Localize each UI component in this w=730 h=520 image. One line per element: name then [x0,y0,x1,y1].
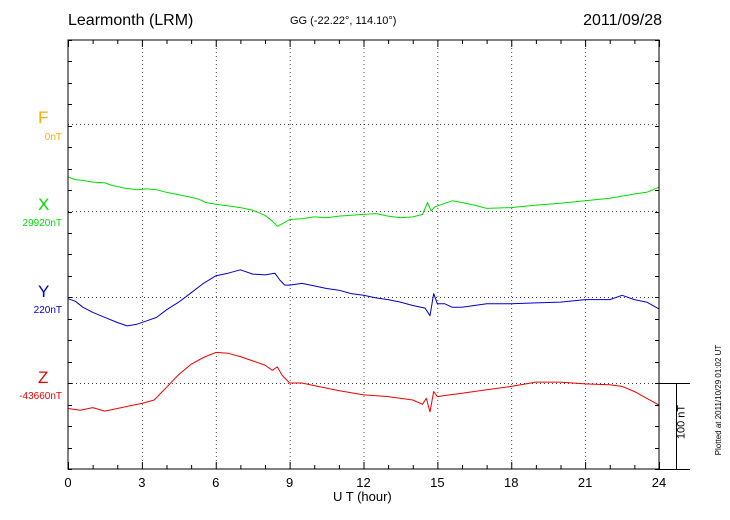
series-name-X: X [38,195,50,214]
series-line-X [67,176,660,227]
x-tick-label: 3 [138,475,145,490]
coordinates-label: GG (-22.22°, 114.10°) [290,15,397,27]
scale-bar-label: 100 nT [675,404,688,440]
x-tick-label: 18 [504,475,518,490]
series-name-F: F [38,108,49,127]
baseline-label-F: 0nT [44,132,62,143]
x-axis-title: U T (hour) [333,489,392,504]
series-name-Z: Z [38,368,49,387]
plot-frame [67,39,660,470]
axes: 0 3 6 9 12 15 18 21 24 [64,39,690,490]
baseline-label-X: 29920nT [22,218,62,229]
baseline-label-Z: -43660nT [19,391,62,402]
grid [68,40,659,469]
x-tick-label: 21 [578,475,592,490]
station-title: Learmonth (LRM) [68,12,194,29]
plotted-timestamp: Plotted at 2011/10/29 01:02 UT [714,344,723,456]
series-name-Y: Y [38,282,50,301]
date-label: 2011/09/28 [583,12,662,29]
series-lines [67,176,660,413]
x-tick-label: 0 [64,475,71,490]
x-tick-label: 9 [286,475,293,490]
x-tick-label: 6 [212,475,219,490]
x-tick-label: 12 [356,475,370,490]
series-line-Z [67,351,660,413]
series-line-Y [67,269,660,327]
baseline-label-Y: 220nT [33,305,62,316]
x-tick-label: 24 [652,475,666,490]
x-tick-label: 15 [430,475,444,490]
